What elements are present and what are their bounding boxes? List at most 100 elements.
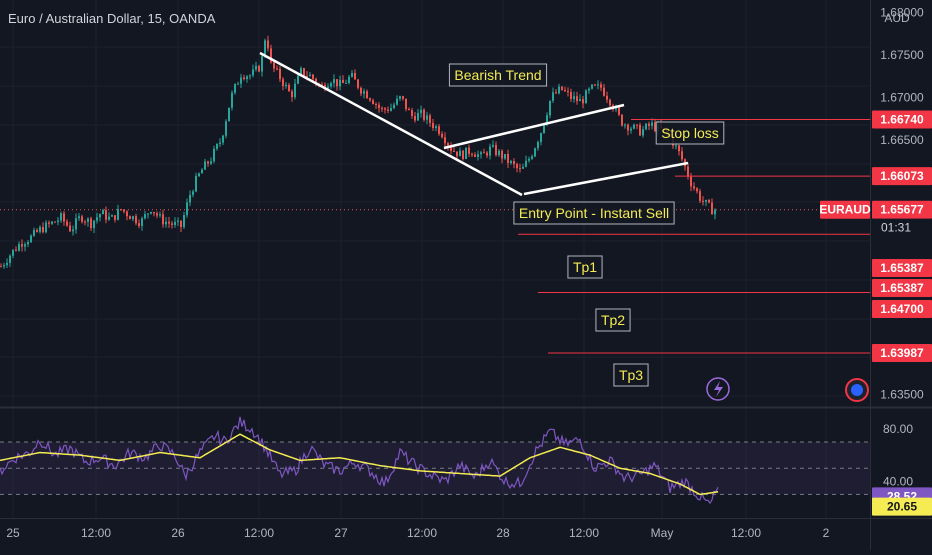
candle-body — [357, 79, 359, 88]
candle — [591, 84, 593, 90]
candle-body — [222, 135, 224, 143]
candle-body — [378, 104, 380, 109]
candle-body — [345, 82, 347, 84]
candle-body — [207, 161, 209, 164]
candle — [267, 35, 269, 52]
candle-body — [273, 62, 275, 69]
candle-body — [258, 65, 260, 72]
candle-body — [288, 84, 290, 92]
candle-body — [435, 126, 437, 129]
candle — [480, 150, 482, 159]
candle — [498, 149, 500, 158]
candle-body — [480, 152, 482, 155]
candle-body — [510, 160, 512, 163]
candle — [237, 81, 239, 85]
candle — [381, 106, 383, 112]
candle-body — [81, 216, 83, 222]
label-bearish-trend-text: Bearish Trend — [454, 67, 541, 83]
candle — [231, 90, 233, 111]
candle-body — [291, 91, 293, 98]
candle — [693, 182, 695, 191]
candlestick-series — [0, 35, 716, 269]
candle-body — [66, 221, 68, 226]
label-tp2: Tp2 — [595, 308, 631, 332]
chart-title: Euro / Australian Dollar, 15, OANDA — [8, 11, 216, 26]
candle — [474, 152, 476, 158]
candle-body — [687, 166, 689, 177]
candle-body — [651, 122, 653, 126]
candle — [348, 74, 350, 85]
candle-body — [240, 77, 242, 84]
candle-body — [48, 222, 50, 224]
candle-body — [519, 168, 521, 170]
candle-body — [447, 143, 449, 146]
candle-body — [105, 210, 107, 220]
candle-body — [300, 68, 302, 76]
price-tag-tp1-dup: 1.65387 — [872, 279, 932, 297]
price-tag-tp2-text: 1.64700 — [880, 302, 924, 316]
rsi-band — [0, 441, 870, 495]
candle — [417, 109, 419, 121]
candle — [501, 149, 503, 164]
price-tick-label: 1.63500 — [880, 387, 924, 401]
candle-body — [522, 166, 524, 169]
label-entry-point: Entry Point - Instant Sell — [513, 201, 675, 225]
candle — [336, 79, 338, 91]
candle — [129, 215, 131, 220]
rsi-ma-value-tag-bg — [872, 497, 932, 516]
candle — [183, 211, 185, 229]
price-tag-tp1-dup-bg — [872, 279, 932, 297]
price-tag-stop-loss: 1.66740 — [872, 110, 932, 129]
candle — [261, 53, 263, 77]
candle-body — [648, 123, 650, 126]
candle-body — [12, 249, 14, 256]
label-entry-point-text: Entry Point - Instant Sell — [519, 205, 669, 221]
price-tag-stop-loss-bg — [872, 110, 932, 129]
candle-body — [183, 215, 185, 228]
candle-body — [132, 216, 134, 220]
candle-body — [432, 122, 434, 129]
candle-body — [114, 215, 116, 220]
candle — [48, 220, 50, 228]
candle-body — [213, 148, 215, 162]
label-tp3-text: Tp3 — [619, 367, 643, 383]
candle — [84, 219, 86, 226]
candle — [66, 219, 68, 227]
price-tag-current-bg — [872, 200, 932, 219]
candle-body — [363, 91, 365, 94]
candle — [534, 147, 536, 158]
price-tag-current-text: 1.65677 — [880, 203, 924, 217]
candle — [33, 227, 35, 237]
candle — [294, 79, 296, 100]
price-tag-current: 1.65677 — [872, 200, 932, 219]
candle-body — [87, 218, 89, 222]
candle — [234, 83, 236, 95]
candle-body — [147, 213, 149, 215]
candle-body — [327, 86, 329, 90]
candle-body — [624, 124, 626, 126]
candle — [252, 64, 254, 78]
candle — [51, 221, 53, 225]
candle — [633, 123, 635, 130]
time-tick-label: 28 — [496, 526, 510, 540]
label-tp1-text: Tp1 — [573, 259, 597, 275]
candle — [504, 153, 506, 161]
candle-body — [216, 144, 218, 149]
candle — [492, 140, 494, 148]
candle — [588, 87, 590, 94]
candle — [477, 150, 479, 161]
candle — [705, 199, 707, 206]
candle — [432, 118, 434, 131]
candle-body — [243, 77, 245, 80]
candle — [486, 150, 488, 159]
candle — [714, 208, 716, 220]
candle — [189, 190, 191, 207]
candle — [12, 249, 14, 259]
candle-body — [678, 145, 680, 152]
candle — [441, 131, 443, 139]
candle — [39, 225, 41, 234]
candle-body — [156, 213, 158, 216]
candle-body — [642, 129, 644, 136]
